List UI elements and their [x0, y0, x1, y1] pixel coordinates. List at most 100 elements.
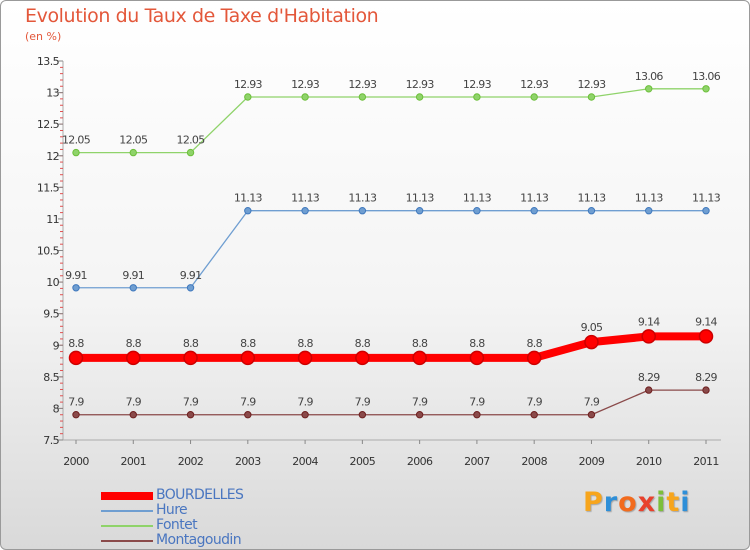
- data-point: [72, 284, 80, 292]
- data-point: [698, 329, 714, 344]
- data-label: 9.91: [65, 269, 87, 282]
- data-point: [244, 411, 252, 419]
- data-label: 11.13: [635, 192, 664, 205]
- y-tick-label: 13: [46, 87, 59, 100]
- series-line-bourdelles: [72, 332, 710, 362]
- logo-letter: r: [603, 487, 619, 518]
- x-tick-label: 2002: [178, 455, 204, 468]
- data-point: [358, 93, 367, 101]
- data-label: 8.8: [68, 337, 84, 350]
- data-point: [358, 411, 367, 419]
- y-tick-label: 11.5: [37, 181, 60, 194]
- logo-letter: P: [583, 487, 604, 518]
- data-point: [645, 207, 653, 215]
- data-label: 11.13: [520, 192, 549, 205]
- data-label: 12.05: [119, 134, 148, 147]
- data-point: [645, 85, 653, 93]
- x-tick-label: 2008: [521, 455, 547, 468]
- data-point: [126, 350, 141, 366]
- data-point: [415, 207, 424, 215]
- data-label: 8.8: [297, 337, 313, 350]
- data-label: 11.13: [463, 192, 492, 205]
- legend-label: Fontet: [156, 517, 198, 533]
- data-label: 12.93: [520, 78, 549, 91]
- data-point: [415, 411, 424, 419]
- legend: BOURDELLES Hure Fontet Montagoudin: [101, 488, 244, 548]
- data-label: 7.9: [183, 396, 199, 409]
- data-point: [129, 411, 137, 419]
- x-tick-label: 2001: [120, 455, 146, 468]
- y-tick-label: 12: [46, 150, 59, 163]
- data-point: [587, 207, 596, 215]
- data-label: 9.14: [695, 315, 717, 328]
- data-label: 12.93: [234, 78, 263, 91]
- y-tick-label: 10: [46, 276, 59, 289]
- data-label: 7.9: [297, 396, 313, 409]
- x-tick-label: 2007: [464, 455, 490, 468]
- data-point: [301, 93, 309, 101]
- data-label: 9.14: [638, 315, 660, 328]
- y-tick-label: 10.5: [37, 245, 60, 258]
- legend-label: Montagoudin: [156, 532, 242, 548]
- data-point: [186, 284, 195, 292]
- x-tick-label: 2000: [63, 455, 89, 468]
- data-point: [641, 329, 656, 344]
- data-point: [183, 350, 198, 366]
- legend-item-hure: Hure: [101, 503, 243, 518]
- x-tick-label: 2005: [350, 455, 376, 468]
- logo-letter: i: [680, 487, 691, 518]
- logo-letter: i: [656, 487, 667, 518]
- data-label: 8.29: [695, 371, 717, 384]
- data-label: 7.9: [355, 396, 371, 409]
- data-label: 8.8: [126, 337, 142, 350]
- data-label: 11.13: [291, 192, 320, 205]
- y-tick-label: 7.5: [43, 434, 59, 447]
- data-label: 11.13: [577, 192, 606, 205]
- legend-label: Hure: [156, 502, 188, 518]
- x-tick-label: 2010: [636, 455, 662, 468]
- series-line-fontet: [75, 88, 707, 154]
- data-label: 13.06: [692, 70, 721, 83]
- data-label: 12.93: [577, 78, 606, 91]
- y-tick-label: 8: [53, 402, 60, 415]
- data-label: 8.8: [412, 337, 428, 350]
- data-label: 8.8: [469, 337, 485, 350]
- data-label: 7.9: [412, 396, 428, 409]
- logo-letter: t: [666, 487, 681, 518]
- data-point: [473, 207, 481, 215]
- data-point: [129, 148, 137, 157]
- logo-letter: x: [637, 487, 657, 518]
- data-point: [587, 411, 596, 419]
- legend-item-bourdelles: BOURDELLES: [101, 488, 244, 503]
- data-label: 12.93: [406, 78, 435, 91]
- data-point: [301, 411, 309, 419]
- data-label: 12.05: [62, 134, 91, 147]
- data-label: 8.29: [638, 371, 660, 384]
- data-point: [473, 93, 481, 101]
- data-point: [702, 207, 710, 215]
- series-fontet: 12.05 12.05 12.05 12.93 12.93 12.93 12.93 12.93…: [62, 70, 721, 157]
- series-line-hure: [75, 210, 707, 289]
- legend-item-montagoudin: Montagoudin: [101, 533, 243, 548]
- data-label: 8.8: [355, 337, 371, 350]
- y-axis-unit: (en %): [25, 30, 62, 43]
- data-label: 11.13: [348, 192, 377, 205]
- data-label: 7.9: [240, 396, 256, 409]
- x-tick-label: 2011: [693, 455, 719, 468]
- data-point: [702, 386, 710, 394]
- data-point: [297, 350, 313, 366]
- data-point: [244, 93, 252, 101]
- data-label: 13.06: [635, 70, 664, 83]
- y-tick-label: 9: [53, 339, 60, 352]
- data-label: 7.9: [126, 396, 142, 409]
- data-point: [72, 148, 80, 157]
- data-point: [526, 350, 542, 366]
- data-point: [244, 207, 252, 215]
- data-label: 9.91: [122, 269, 144, 282]
- data-point: [129, 284, 137, 292]
- data-label: 7.9: [469, 396, 485, 409]
- data-point: [530, 93, 538, 101]
- logo-letter: o: [618, 487, 638, 518]
- data-point: [469, 350, 485, 366]
